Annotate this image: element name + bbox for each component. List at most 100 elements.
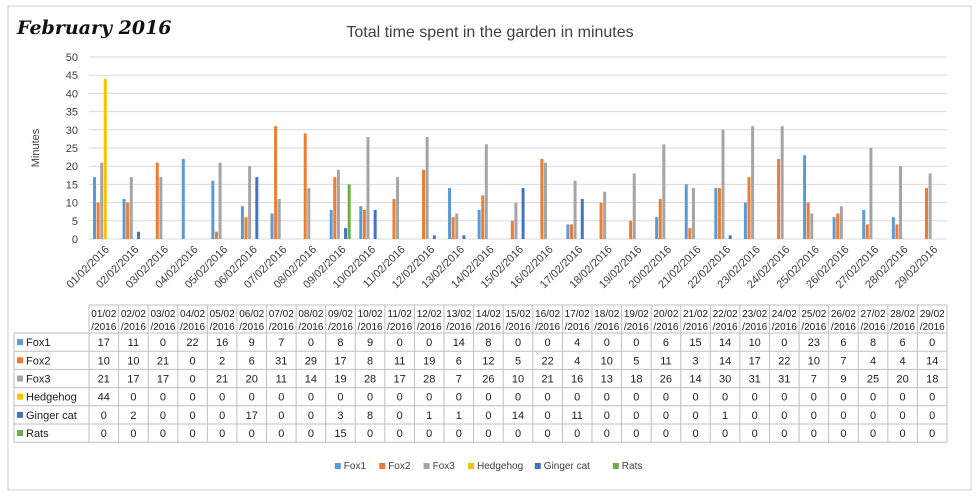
table-header-cell: 17/02	[565, 309, 590, 320]
table-cell: 4	[574, 355, 580, 367]
table-header-cell: 02/02	[121, 309, 146, 320]
bar-fox1	[743, 202, 747, 239]
bar-fox2	[688, 228, 692, 239]
table-cell: 0	[308, 428, 314, 440]
table-header-cell: 24/02	[772, 309, 797, 320]
table-cell: 3	[337, 410, 343, 422]
table-cell: 22	[541, 355, 553, 367]
table-cell: 6	[840, 337, 846, 349]
table-cell: 0	[219, 392, 225, 404]
table-cell: 0	[160, 410, 166, 422]
table-cell: 0	[397, 428, 403, 440]
table-header-cell: /2016	[505, 322, 530, 333]
table-cell: 0	[870, 410, 876, 422]
table-cell: 15	[334, 428, 346, 440]
table-legend-key	[17, 375, 23, 382]
table-cell: 1	[722, 410, 728, 422]
bar-fox3	[632, 173, 636, 239]
table-cell: 3	[692, 355, 698, 367]
table-header-cell: /2016	[446, 322, 471, 333]
table-cell: 0	[663, 410, 669, 422]
bar-fox2	[96, 202, 100, 239]
table-header-cell: 10/02	[358, 309, 383, 320]
table-cell: 0	[160, 337, 166, 349]
bar-fox2	[865, 224, 869, 239]
table-cell: 0	[604, 428, 610, 440]
table-cell: 7	[811, 374, 817, 386]
table-header-cell: 25/02	[801, 309, 826, 320]
month-label: February 2016	[16, 17, 172, 39]
bar-fox2	[392, 198, 396, 239]
table-header-cell: /2016	[535, 322, 560, 333]
table-cell: 0	[397, 337, 403, 349]
bar-ginger-cat	[373, 209, 377, 239]
table-cell: 0	[752, 410, 758, 422]
bar-fox2	[629, 220, 633, 239]
table-header-cell: /2016	[180, 322, 205, 333]
table-cell: 0	[515, 428, 521, 440]
table-header-cell: /2016	[594, 322, 619, 333]
table-cell: 0	[101, 410, 107, 422]
table-cell: 22	[778, 355, 790, 367]
table-cell: 0	[545, 337, 551, 349]
bar-fox1	[862, 209, 866, 239]
table-cell: 19	[334, 374, 346, 386]
table-legend-key	[17, 411, 23, 418]
table-cell: 25	[867, 374, 879, 386]
bar-fox1	[240, 206, 244, 239]
table-cell: 21	[541, 374, 553, 386]
legend-key-fox3	[423, 463, 430, 469]
bar-fox3	[573, 180, 577, 239]
table-cell: 0	[456, 392, 462, 404]
bar-fox3	[869, 148, 873, 239]
table-cell: 0	[840, 428, 846, 440]
bar-fox1	[359, 206, 363, 239]
table-cell: 29	[305, 355, 317, 367]
bar-fox2	[599, 202, 603, 239]
table-cell: 0	[929, 337, 935, 349]
table-cell: 6	[900, 337, 906, 349]
table-header-cell: /2016	[417, 322, 442, 333]
bar-fox2	[333, 177, 337, 239]
table-cell: 26	[660, 374, 672, 386]
table-header-cell: /2016	[91, 322, 116, 333]
bar-fox2	[244, 217, 248, 239]
table-cell: 0	[900, 428, 906, 440]
bar-ginger-cat	[580, 198, 584, 239]
table-cell: 14	[719, 337, 731, 349]
table-cell: 0	[870, 428, 876, 440]
table-cell: 0	[633, 337, 639, 349]
table-cell: 0	[633, 410, 639, 422]
table-header-cell: 03/02	[150, 309, 175, 320]
bar-fox3	[928, 173, 932, 239]
bar-fox1	[714, 188, 718, 239]
table-cell: 0	[840, 410, 846, 422]
table-cell: 44	[98, 392, 110, 404]
bar-fox1	[122, 198, 126, 239]
table-series-label: Fox3	[26, 374, 50, 386]
bar-fox3	[455, 213, 459, 239]
table-cell: 0	[249, 428, 255, 440]
y-tick-label: 45	[66, 70, 78, 82]
table-cell: 0	[604, 392, 610, 404]
y-axis-ticks: 0 5 10 15 20 25 30 35 40 45 50	[66, 52, 78, 246]
table-cell: 0	[249, 392, 255, 404]
bar-fox2	[303, 133, 307, 239]
table-cell: 0	[663, 428, 669, 440]
table-header-cell: 16/02	[535, 309, 560, 320]
bar-fox2	[510, 220, 514, 239]
table-cell: 14	[689, 374, 701, 386]
legend-label: Fox1	[344, 461, 367, 472]
bar-fox1	[181, 158, 185, 239]
table-cell: 0	[456, 428, 462, 440]
table-cell: 0	[545, 428, 551, 440]
y-tick-label: 15	[66, 179, 78, 191]
table-cell: 0	[633, 392, 639, 404]
table-cell: 10	[601, 355, 613, 367]
bar-ginger-cat	[255, 177, 259, 239]
table-cell: 8	[337, 337, 343, 349]
table-cell: 28	[364, 374, 376, 386]
bar-fox2	[717, 188, 721, 239]
bar-fox1	[448, 188, 452, 239]
table-cell: 8	[367, 410, 373, 422]
